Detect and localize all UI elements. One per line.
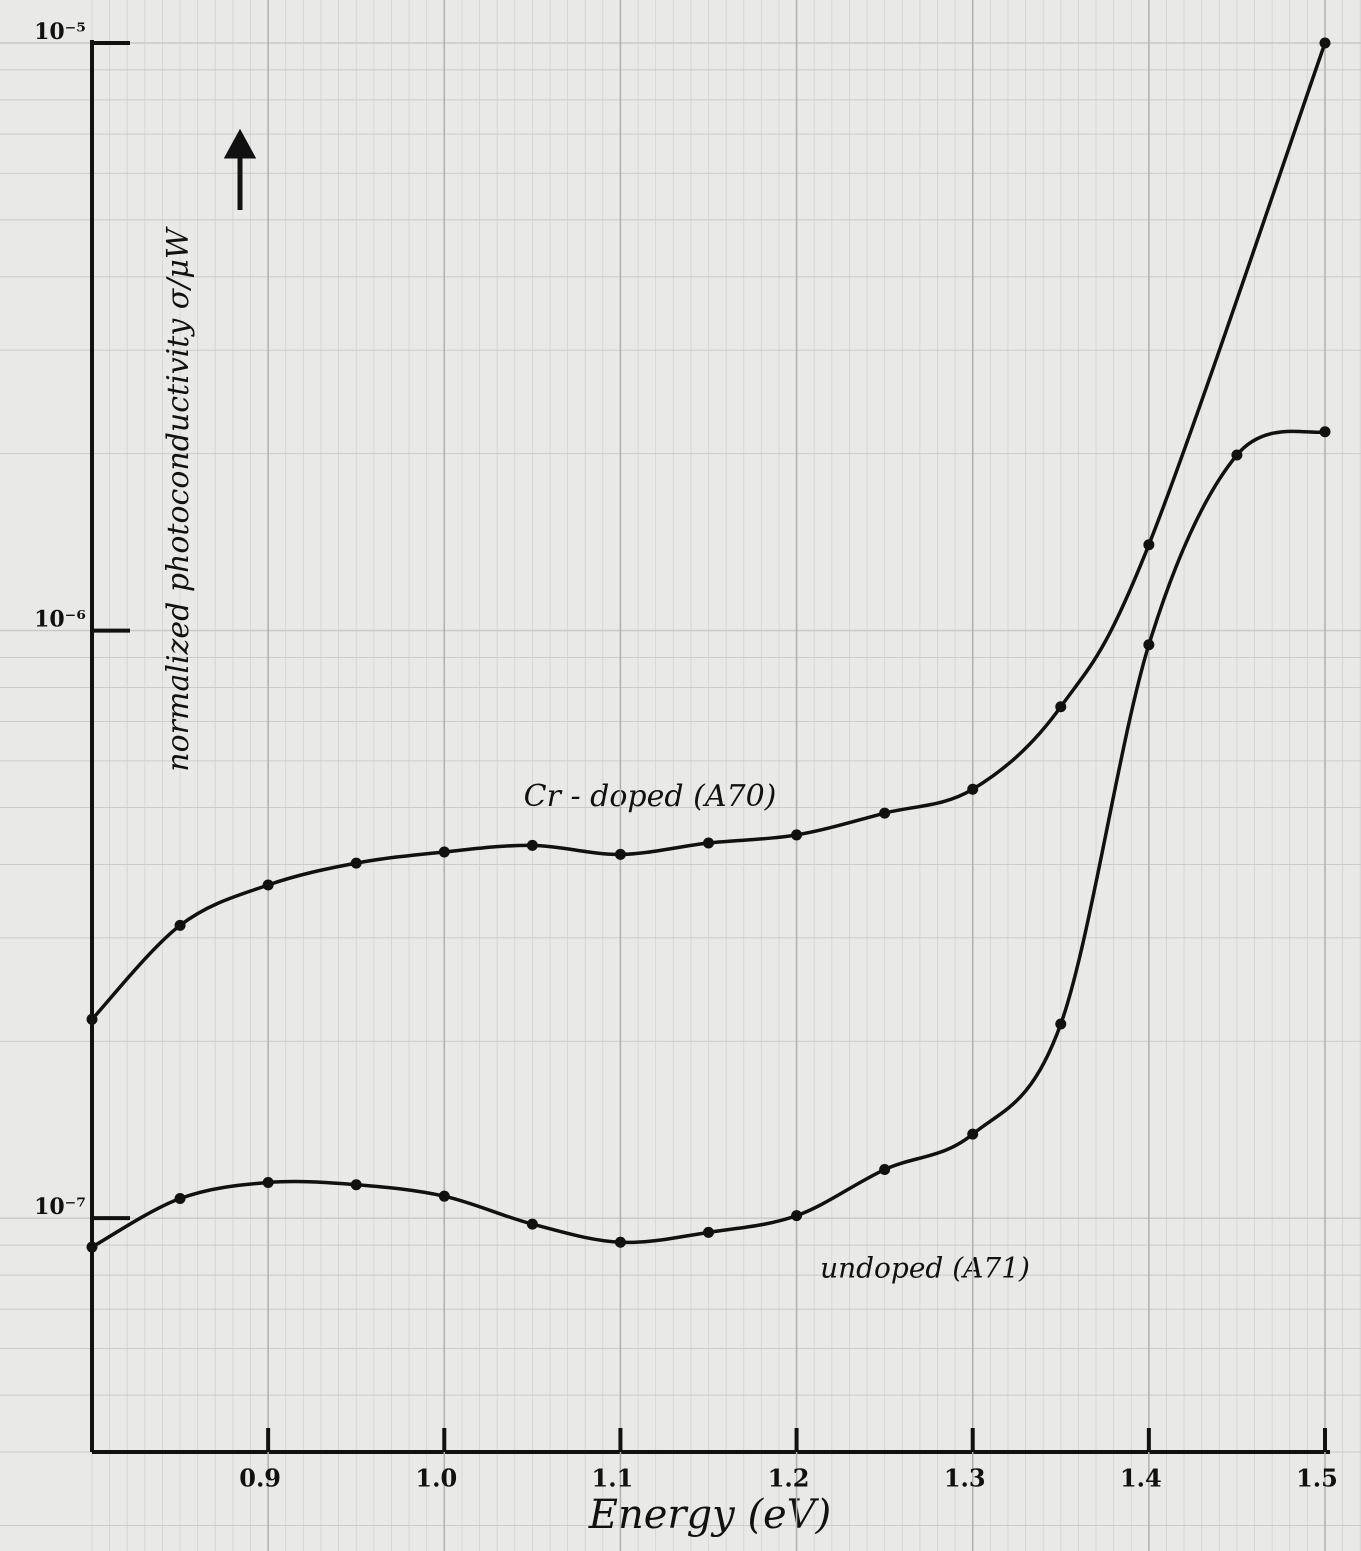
x-tick-label: 1.2	[768, 1464, 810, 1493]
point	[967, 783, 979, 795]
point	[1143, 539, 1155, 551]
point	[1143, 639, 1155, 651]
point	[262, 879, 274, 891]
y-tick-label: 10⁻⁶	[34, 607, 86, 633]
point	[526, 1218, 538, 1230]
point	[86, 1241, 98, 1253]
point	[1319, 37, 1331, 49]
point	[614, 848, 626, 860]
point	[350, 857, 362, 869]
x-tick-label: 0.9	[239, 1464, 281, 1493]
point	[174, 1193, 186, 1205]
curve	[90, 42, 1327, 1021]
point	[526, 839, 538, 851]
point	[86, 1013, 98, 1025]
point	[879, 1164, 891, 1176]
x-tick-label: 1.5	[1296, 1464, 1338, 1493]
x-tick-label: 1.0	[415, 1464, 457, 1493]
y-tick-label: 10⁻⁷	[34, 1194, 86, 1220]
point	[438, 846, 450, 858]
x-tick-label: 1.4	[1120, 1464, 1162, 1493]
arrow	[223, 128, 257, 210]
point	[1231, 449, 1243, 461]
x-tick-label: 1.1	[592, 1464, 634, 1493]
point	[438, 1190, 450, 1202]
x-tick-label: 1.3	[944, 1464, 986, 1493]
annotation: undoped (A71)	[820, 1252, 1030, 1285]
point	[879, 807, 891, 819]
curve	[91, 429, 1326, 1249]
annotation: Cr - doped (A70)	[524, 779, 777, 814]
point	[350, 1179, 362, 1191]
point	[791, 829, 803, 841]
point	[262, 1177, 274, 1189]
x-axis-label: Energy (eV)	[588, 1492, 831, 1538]
point	[703, 837, 714, 849]
point	[1319, 426, 1331, 438]
y-axis-label: normalized photoconductivity σ/μW	[161, 226, 196, 772]
point	[967, 1128, 979, 1140]
point	[1055, 1018, 1067, 1030]
point	[614, 1236, 626, 1248]
point	[1055, 701, 1067, 713]
point	[174, 919, 186, 931]
point	[703, 1226, 714, 1238]
point	[791, 1210, 803, 1222]
y-tick-label: 10⁻⁵	[34, 19, 86, 45]
